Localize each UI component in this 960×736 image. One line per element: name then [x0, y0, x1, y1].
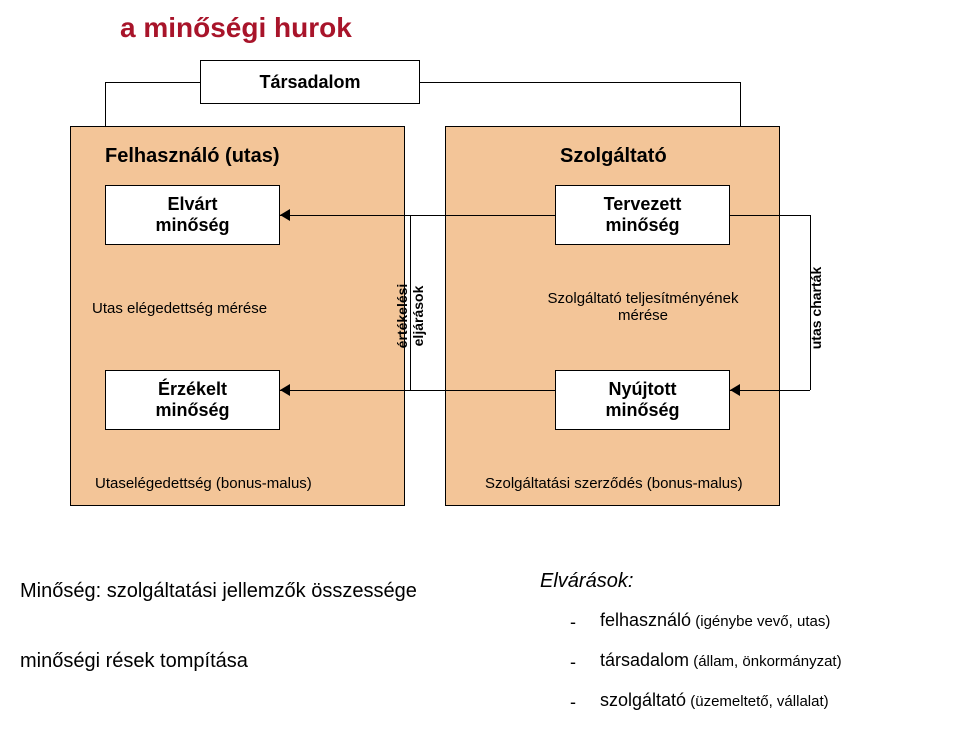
label-provider: Szolgáltató — [560, 145, 667, 168]
bullet: - — [570, 612, 576, 633]
conn — [280, 390, 555, 391]
page-title: a minőségi hurok — [120, 12, 352, 44]
box-planned: Tervezett minőség — [555, 185, 730, 245]
label-bonus-user: Utaselégedettség (bonus-malus) — [95, 475, 312, 492]
b1-main: felhasználó — [600, 610, 691, 630]
b3-sub: (üzemeltető, vállalat) — [686, 693, 829, 710]
b1: felhasználó (igénybe vevő, utas) — [600, 610, 830, 631]
quality-gap: minőségi rések tompítása — [20, 650, 248, 673]
b1-sub: (igénybe vevő, utas) — [691, 613, 830, 630]
conn — [105, 82, 200, 83]
conn — [730, 390, 810, 391]
bullet: - — [570, 652, 576, 673]
expect-title: Elvárások: — [540, 570, 633, 593]
conn — [730, 215, 810, 216]
conn — [280, 215, 555, 216]
arrow — [280, 209, 290, 221]
b2: társadalom (állam, önkormányzat) — [600, 650, 842, 671]
b2-sub: (állam, önkormányzat) — [689, 653, 842, 670]
bullet: - — [570, 692, 576, 713]
label-user-satisfaction: Utas elégedettség mérése — [92, 300, 267, 317]
conn — [740, 82, 741, 126]
box-expected: Elvárt minőség — [105, 185, 280, 245]
box-perceived: Érzékelt minőség — [105, 370, 280, 430]
label-user: Felhasználó (utas) — [105, 145, 279, 168]
b3-main: szolgáltató — [600, 690, 686, 710]
box-society: Társadalom — [200, 60, 420, 104]
conn — [105, 82, 106, 126]
arrow — [730, 384, 740, 396]
box-delivered: Nyújtott minőség — [555, 370, 730, 430]
label-bonus-contract: Szolgáltatási szerződés (bonus-malus) — [485, 475, 743, 492]
label-performance: Szolgáltató teljesítményének mérése — [528, 290, 758, 324]
conn — [420, 82, 740, 83]
conn — [810, 215, 811, 390]
arrow — [280, 384, 290, 396]
conn — [410, 215, 411, 390]
b2-main: társadalom — [600, 650, 689, 670]
quality-def: Minőség: szolgáltatási jellemzők összess… — [20, 580, 417, 603]
b3: szolgáltató (üzemeltető, vállalat) — [600, 690, 829, 711]
